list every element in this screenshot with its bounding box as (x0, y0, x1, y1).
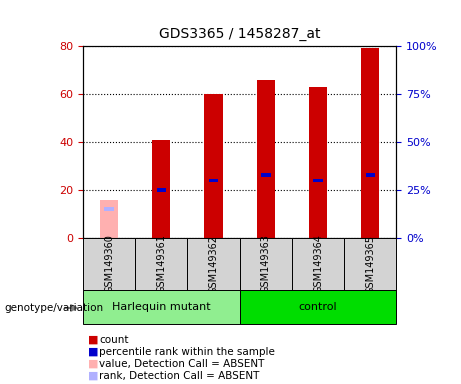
FancyBboxPatch shape (188, 238, 240, 290)
FancyBboxPatch shape (292, 238, 344, 290)
Bar (100, 200, 118, 238)
Text: genotype/variation: genotype/variation (5, 303, 104, 313)
Title: GDS3365 / 1458287_at: GDS3365 / 1458287_at (159, 27, 320, 41)
Text: GSM149365: GSM149365 (365, 235, 375, 293)
FancyBboxPatch shape (344, 238, 396, 290)
Text: GSM149361: GSM149361 (156, 235, 166, 293)
Text: GSM149363: GSM149363 (261, 235, 271, 293)
Text: ■: ■ (88, 347, 98, 357)
Text: GSM149362: GSM149362 (208, 235, 219, 293)
Text: count: count (99, 335, 129, 345)
Bar (313, 179, 323, 182)
Bar (261, 173, 271, 177)
Bar (361, 48, 379, 238)
Text: control: control (299, 302, 337, 312)
Bar (152, 140, 171, 238)
FancyBboxPatch shape (240, 290, 396, 324)
Bar (209, 179, 219, 182)
FancyBboxPatch shape (83, 238, 135, 290)
Text: ■: ■ (88, 371, 98, 381)
Bar (366, 173, 375, 177)
Bar (257, 79, 275, 238)
FancyBboxPatch shape (240, 238, 292, 290)
FancyBboxPatch shape (135, 238, 188, 290)
Bar (157, 188, 166, 192)
Text: rank, Detection Call = ABSENT: rank, Detection Call = ABSENT (99, 371, 260, 381)
Text: ■: ■ (88, 335, 98, 345)
Bar (104, 207, 114, 211)
FancyBboxPatch shape (83, 290, 240, 324)
Bar (309, 87, 327, 238)
Text: GSM149360: GSM149360 (104, 235, 114, 293)
Text: value, Detection Call = ABSENT: value, Detection Call = ABSENT (99, 359, 265, 369)
Text: Harlequin mutant: Harlequin mutant (112, 302, 211, 312)
Text: ■: ■ (88, 359, 98, 369)
Bar (204, 94, 223, 238)
Text: percentile rank within the sample: percentile rank within the sample (99, 347, 275, 357)
Text: GSM149364: GSM149364 (313, 235, 323, 293)
